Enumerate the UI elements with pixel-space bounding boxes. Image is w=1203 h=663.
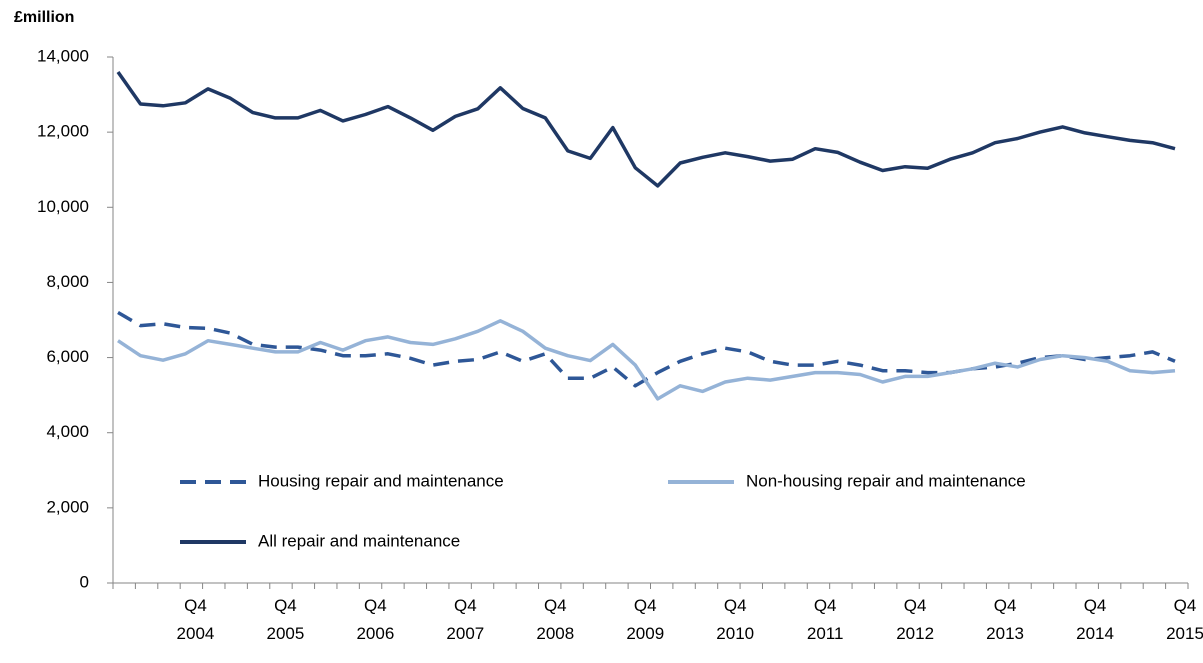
x-tick-label: Q4 2004 xyxy=(177,596,215,643)
x-tick-label: Q4 2011 xyxy=(807,596,844,643)
x-tick-label: Q4 2007 xyxy=(446,596,484,643)
series-line xyxy=(116,70,1176,188)
x-tick-label: Q4 2010 xyxy=(716,596,754,643)
x-tick-label: Q4 2015 xyxy=(1166,596,1203,643)
y-tick-label: 10,000 xyxy=(37,197,89,216)
x-tick-label: Q4 2006 xyxy=(356,596,394,643)
y-tick-label: 6,000 xyxy=(46,347,89,366)
y-tick-label: 12,000 xyxy=(37,122,89,141)
y-tick-label: 2,000 xyxy=(46,497,89,516)
y-tick-label: 8,000 xyxy=(46,272,89,291)
series-line xyxy=(117,319,1176,401)
legend-label: All repair and maintenance xyxy=(258,531,460,550)
y-tick-label: 0 xyxy=(80,572,89,591)
y-tick-label: 14,000 xyxy=(37,46,89,65)
series-line xyxy=(117,310,1176,388)
legend-label: Housing repair and maintenance xyxy=(258,471,504,490)
x-tick-label: Q4 2012 xyxy=(896,596,934,643)
legend-label: Non-housing repair and maintenance xyxy=(746,471,1026,490)
y-axis-label: £million xyxy=(14,9,74,26)
x-tick-label: Q4 2013 xyxy=(986,596,1024,643)
x-tick-label: Q4 2014 xyxy=(1076,596,1114,643)
x-tick-label: Q4 2009 xyxy=(626,596,664,643)
y-tick-label: 4,000 xyxy=(46,422,89,441)
x-tick-label: Q4 2008 xyxy=(536,596,574,643)
x-tick-label: Q4 2005 xyxy=(267,596,305,643)
